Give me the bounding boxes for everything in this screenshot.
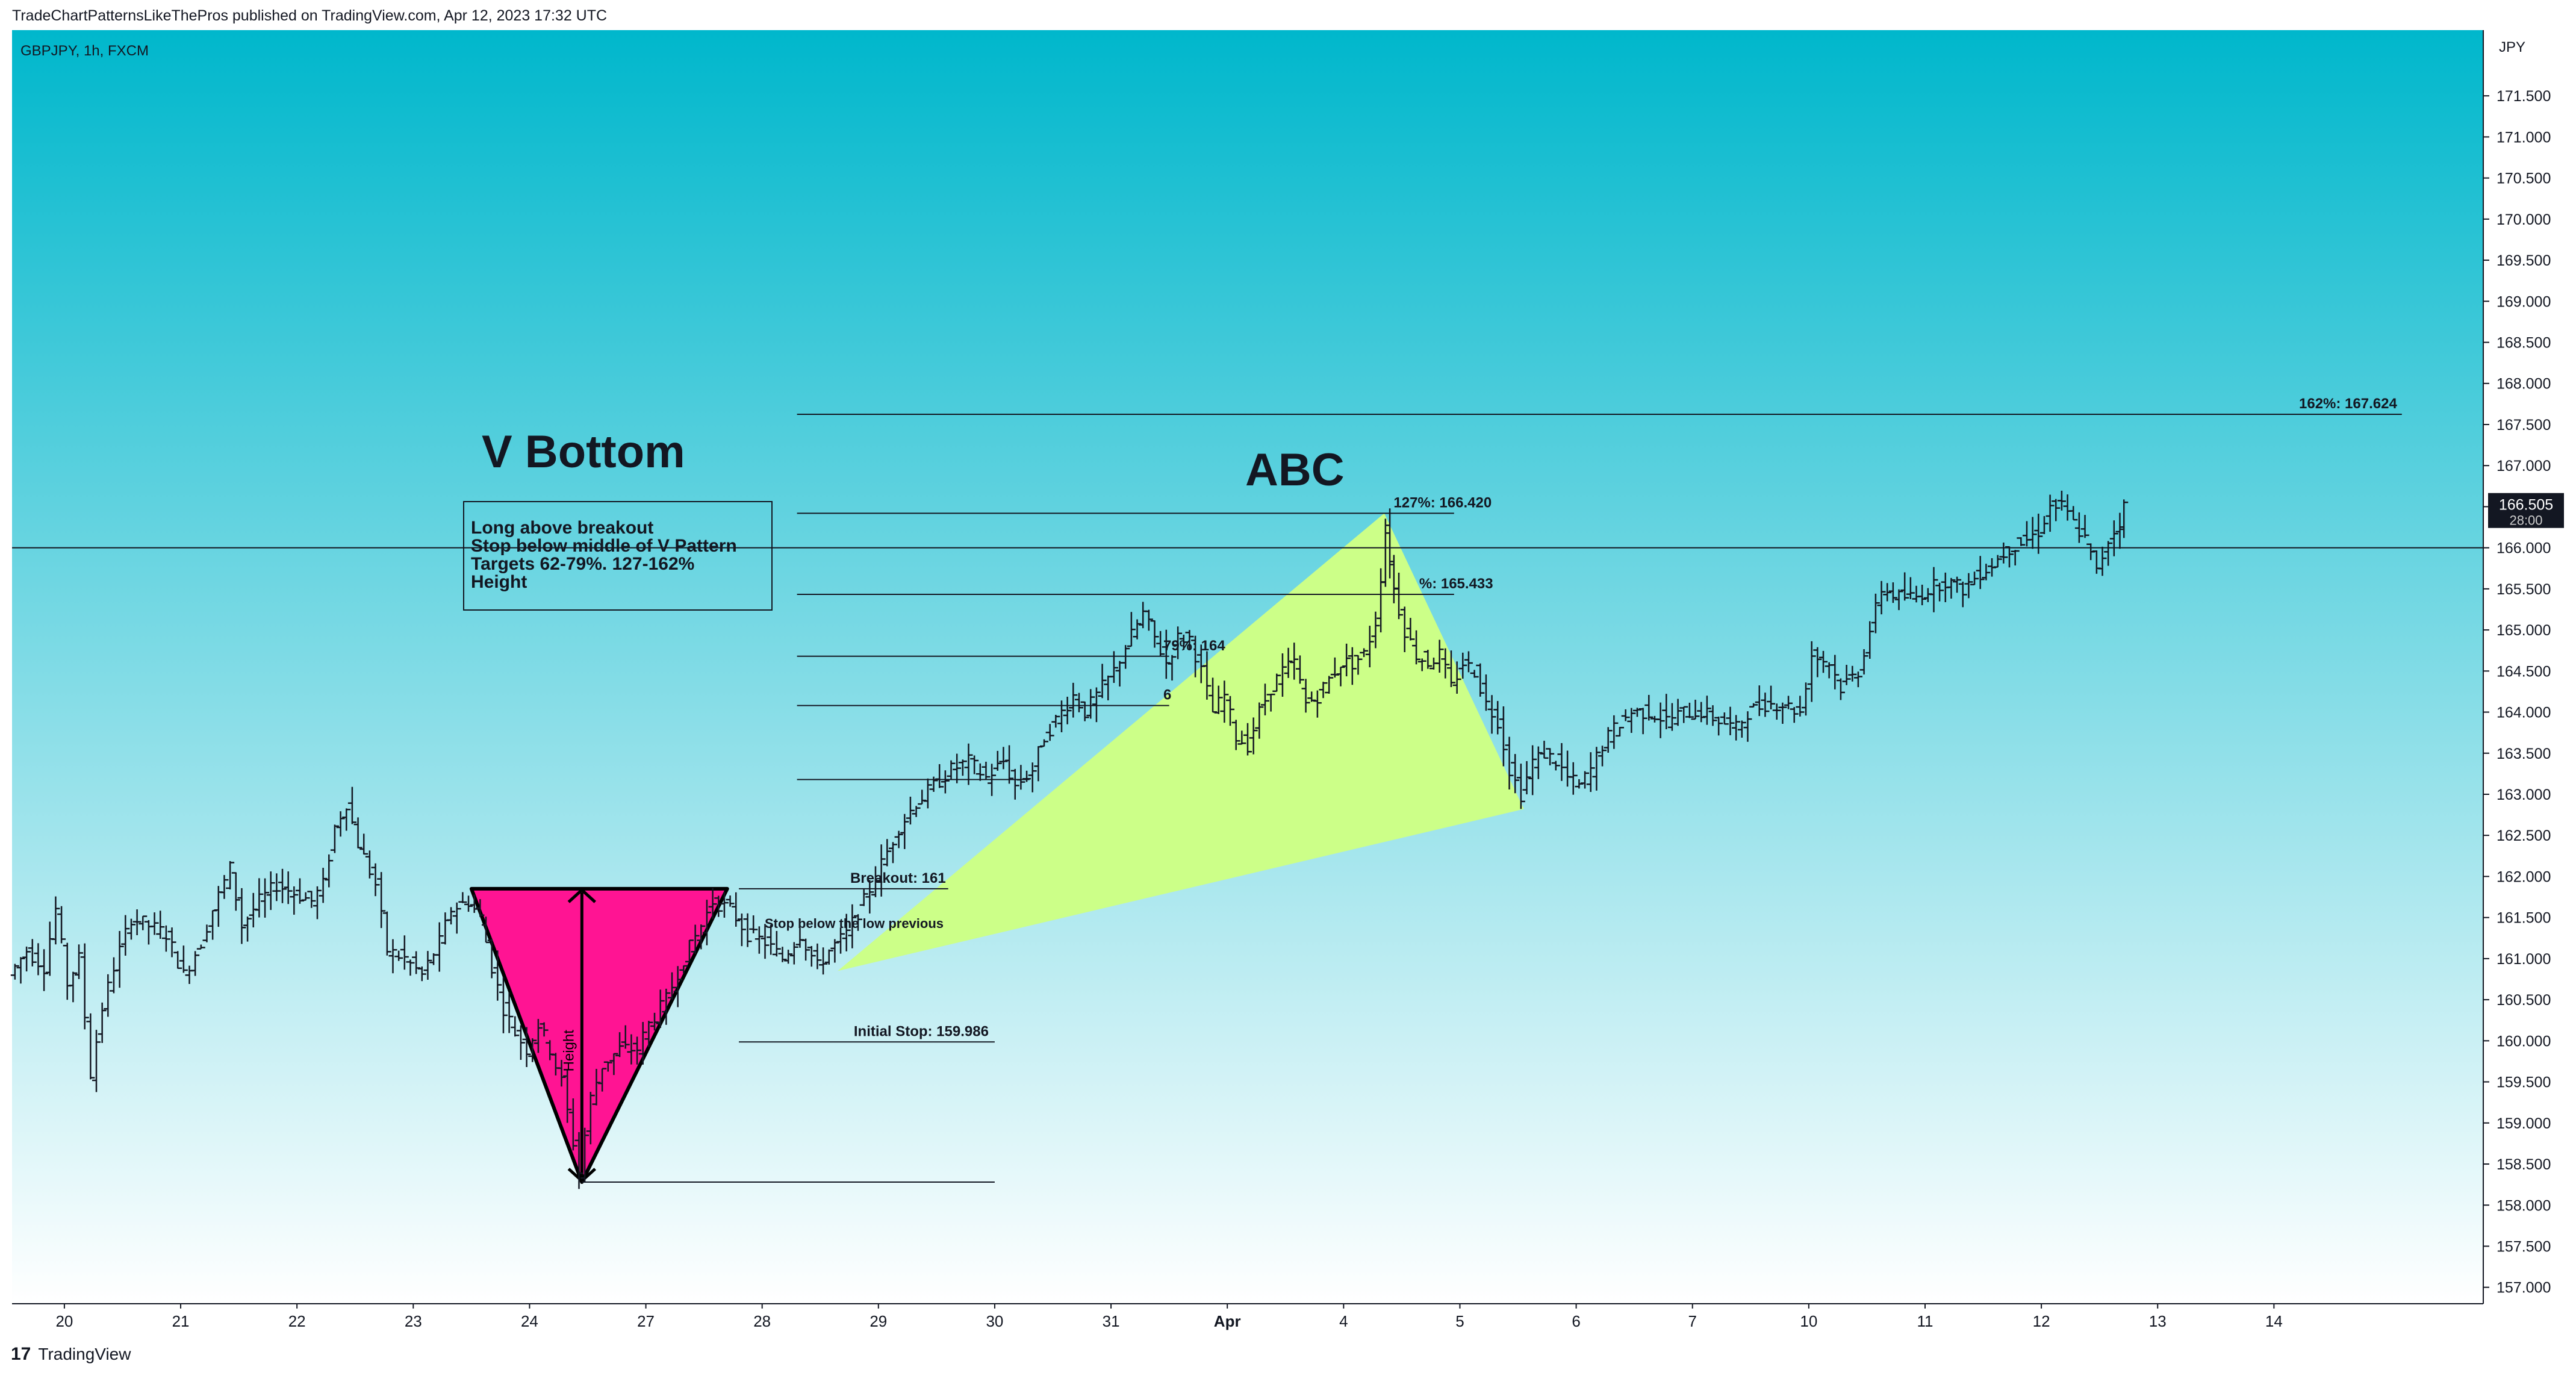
y-tick-label: 160.500 [2497, 992, 2551, 1009]
v-bottom-title: V Bottom [482, 426, 685, 478]
note-line: Long above breakout [471, 518, 653, 538]
height-arrow-head-up [567, 888, 597, 903]
y-tick-label: 164.000 [2497, 705, 2551, 721]
y-tick-label: 157.000 [2497, 1280, 2551, 1297]
y-tick-label: 161.000 [2497, 951, 2551, 968]
y-axis: JPY 157.000 157.500 158.000 158.500 159.000 15… [2483, 39, 2564, 1297]
height-arrow-head-down [567, 1168, 597, 1183]
x-tick-label: 10 [1800, 1312, 1817, 1330]
y-tick-label: 159.500 [2497, 1074, 2551, 1091]
x-tick-label: 30 [986, 1312, 1003, 1330]
x-tick-label: 23 [405, 1312, 422, 1330]
abc-triangle [838, 513, 1524, 971]
symbol-label: GBPJPY, 1h, FXCM [20, 43, 149, 59]
x-tick-label: Apr [1214, 1312, 1241, 1330]
y-tick-label: 170.500 [2497, 170, 2551, 187]
x-tick-label: 12 [2033, 1312, 2050, 1330]
currency-label: JPY [2499, 39, 2525, 55]
y-tick-label: 161.500 [2497, 910, 2551, 927]
x-tick-label: 31 [1103, 1312, 1120, 1330]
x-tick-label: 21 [172, 1312, 190, 1330]
note-line: Targets 62-79%. 127-162% [471, 554, 694, 574]
level-label: 79%: 164 [1163, 638, 1225, 654]
last-price-badge [2488, 493, 2564, 528]
y-tick-label: 165.000 [2497, 622, 2551, 639]
publisher-header: TradeChartPatternsLikeThePros published … [12, 7, 608, 24]
note-line: Stop below middle of V Pattern [471, 536, 737, 556]
y-tick-label: 164.500 [2497, 663, 2551, 680]
x-tick-label: 6 [1572, 1312, 1580, 1330]
tradingview-logo-icon: 17 [11, 1344, 31, 1364]
level-label: 127%: 166.420 [1393, 494, 1492, 511]
y-tick-label: 171.500 [2497, 88, 2551, 105]
x-axis: 20 21 22 23 24 27 28 29 30 31 Apr 4 5 6 7 10 11 12 13 14 [55, 1304, 2283, 1330]
level-label: %: 165.433 [1419, 576, 1493, 592]
x-tick-label: 4 [1339, 1312, 1348, 1330]
y-tick-label: 163.000 [2497, 786, 2551, 803]
brand-name: TradingView [38, 1345, 131, 1363]
y-tick-label: 163.500 [2497, 746, 2551, 762]
x-tick-label: 5 [1455, 1312, 1464, 1330]
y-tick-label: 171.000 [2497, 129, 2551, 146]
x-tick-label: 27 [637, 1312, 655, 1330]
y-tick-label: 166.000 [2497, 540, 2551, 557]
y-tick-label: 170.000 [2497, 211, 2551, 228]
stop-note: Stop below the low previous [765, 916, 944, 931]
x-tick-label: 28 [753, 1312, 771, 1330]
level-lines [12, 414, 2483, 1183]
y-tick-label: 157.500 [2497, 1238, 2551, 1255]
note-line: Height [471, 572, 527, 592]
level-label: Initial Stop: 159.986 [854, 1023, 989, 1039]
price-bars [10, 490, 2129, 1189]
footer: 17 TradingView [11, 1344, 131, 1365]
y-tick-label: 162.500 [2497, 827, 2551, 844]
x-tick-label: 14 [2265, 1312, 2283, 1330]
level-label: 162%: 167.624 [2299, 396, 2397, 412]
x-tick-label: 7 [1688, 1312, 1696, 1330]
x-tick-label: 24 [521, 1312, 538, 1330]
x-tick-label: 11 [1917, 1312, 1933, 1330]
chart-text: Height 162%: 167.624 127%: 166.420 %: 165.4… [20, 43, 2397, 1071]
height-label: Height [561, 1030, 577, 1072]
y-tick-label: 168.500 [2497, 335, 2551, 352]
y-tick-label: 167.500 [2497, 417, 2551, 434]
y-tick-label: 167.000 [2497, 458, 2551, 475]
y-tick-label: 160.000 [2497, 1033, 2551, 1050]
x-tick-label: 20 [55, 1312, 73, 1330]
y-tick-label: 169.500 [2497, 252, 2551, 269]
y-tick-label: 159.000 [2497, 1115, 2551, 1132]
level-label: 6 [1163, 687, 1171, 703]
y-tick-label: 158.000 [2497, 1197, 2551, 1214]
last-price-countdown: 28:00 [2509, 513, 2542, 528]
y-tick-label: 169.000 [2497, 293, 2551, 310]
y-tick-label: 168.000 [2497, 376, 2551, 393]
y-tick-label: 158.500 [2497, 1156, 2551, 1173]
note-box [463, 501, 773, 611]
y-tick-label: 165.500 [2497, 581, 2551, 598]
level-label: Breakout: 161 [850, 870, 946, 886]
y-tick-label: 162.000 [2497, 868, 2551, 885]
x-tick-label: 29 [870, 1312, 887, 1330]
abc-title: ABC [1245, 444, 1345, 496]
x-tick-label: 22 [288, 1312, 306, 1330]
last-price-value: 166.505 [2499, 497, 2553, 514]
x-tick-label: 13 [2149, 1312, 2167, 1330]
